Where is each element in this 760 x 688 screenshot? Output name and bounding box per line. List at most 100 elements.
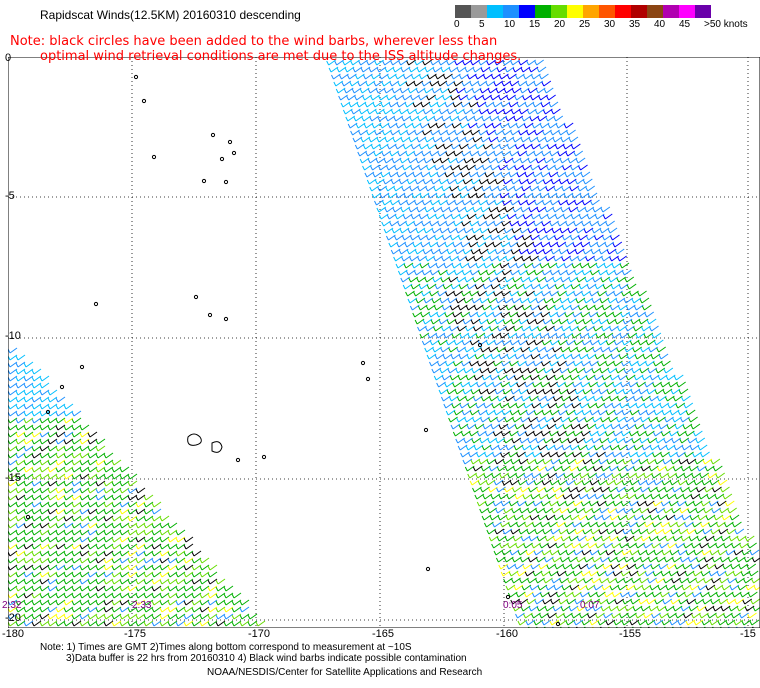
wind-barb xyxy=(583,507,593,514)
wind-barb xyxy=(388,101,399,108)
wind-barb xyxy=(15,473,26,480)
island-outline xyxy=(477,342,483,348)
wind-barb xyxy=(724,521,734,528)
wind-barb xyxy=(335,87,346,94)
wind-barb xyxy=(548,101,559,108)
scale-swatch-11 xyxy=(631,5,647,18)
wind-barb xyxy=(585,374,596,381)
wind-barb xyxy=(419,262,430,269)
wind-barb xyxy=(496,486,506,493)
wind-barb xyxy=(424,136,435,143)
wind-barb xyxy=(480,66,491,73)
wind-barb xyxy=(510,178,521,185)
wind-barb xyxy=(360,136,371,143)
wind-barb xyxy=(561,325,571,332)
wind-barb xyxy=(615,507,625,514)
wind-barb xyxy=(424,206,435,213)
wind-barb xyxy=(455,367,466,374)
wind-barb xyxy=(521,444,532,451)
wind-barb xyxy=(438,108,449,115)
wind-barb xyxy=(585,234,596,241)
wind-barb xyxy=(47,389,58,396)
wind-barb xyxy=(31,417,42,424)
wind-barb xyxy=(547,332,558,339)
wind-barb xyxy=(127,620,138,627)
wind-barb xyxy=(611,402,622,409)
wind-barb xyxy=(565,339,576,346)
wind-barb xyxy=(223,620,234,627)
wind-barb xyxy=(79,501,90,508)
wind-barb xyxy=(474,493,485,500)
wind-barb xyxy=(55,466,66,473)
wind-barb xyxy=(39,620,50,627)
wind-barb xyxy=(555,262,566,269)
wind-barb xyxy=(495,227,506,234)
wind-barb xyxy=(183,592,194,599)
wind-barb xyxy=(704,535,715,542)
wind-barb xyxy=(119,578,130,585)
wind-barb xyxy=(700,500,711,507)
wind-barb xyxy=(665,374,676,381)
wind-barb xyxy=(175,536,186,543)
wind-barb xyxy=(431,367,442,374)
wind-barb xyxy=(15,529,26,536)
wind-barb xyxy=(151,536,162,543)
wind-barb xyxy=(581,339,592,346)
wind-barb xyxy=(731,612,741,619)
scale-swatch-3 xyxy=(503,5,519,18)
wind-barb xyxy=(15,438,26,445)
island-outline xyxy=(187,433,202,446)
wind-barb xyxy=(538,283,549,290)
wind-barb xyxy=(620,311,631,318)
wind-barb xyxy=(103,578,114,585)
wind-barb xyxy=(464,416,474,423)
wind-barb xyxy=(71,480,82,487)
wind-barb xyxy=(497,115,508,122)
wind-barb xyxy=(417,325,427,332)
wind-barb xyxy=(516,500,527,507)
wind-barb xyxy=(87,550,98,557)
wind-barb xyxy=(510,59,520,66)
wind-barb xyxy=(680,486,690,493)
wind-barb xyxy=(111,550,122,557)
wind-barb xyxy=(386,213,397,220)
wind-barb xyxy=(55,501,66,508)
wind-barb xyxy=(656,465,667,472)
wind-barb xyxy=(546,143,557,150)
wind-barb xyxy=(487,87,498,94)
wind-barb xyxy=(527,577,537,584)
wind-barb xyxy=(680,605,691,612)
wind-barb xyxy=(540,101,551,108)
wind-barb xyxy=(512,486,522,493)
wind-barb xyxy=(135,522,146,529)
wind-barb xyxy=(695,507,705,514)
wind-barb xyxy=(413,80,424,87)
wind-barb xyxy=(538,563,549,570)
wind-barb xyxy=(577,255,587,262)
wind-barb xyxy=(23,599,34,606)
wind-barb xyxy=(563,122,574,129)
wind-barb xyxy=(703,556,714,563)
wind-barb xyxy=(391,157,402,164)
wind-barb xyxy=(167,592,178,599)
wind-barb xyxy=(591,297,602,304)
wind-barb xyxy=(665,514,676,521)
wind-barb xyxy=(400,66,411,73)
wind-barb xyxy=(514,213,525,220)
wind-barb xyxy=(15,424,26,431)
wind-barb xyxy=(199,564,210,571)
wind-barb xyxy=(526,318,537,325)
wind-barb xyxy=(579,402,590,409)
wind-barb xyxy=(55,522,66,529)
wind-barb xyxy=(641,374,652,381)
wind-barb xyxy=(357,150,368,157)
wind-barb xyxy=(497,255,507,262)
wind-barb xyxy=(497,234,508,241)
wind-barb xyxy=(622,388,633,395)
wind-barb xyxy=(510,528,521,535)
wind-barb xyxy=(537,374,548,381)
lon-label-minus170: -170 xyxy=(248,628,271,640)
wind-barb xyxy=(541,80,552,87)
wind-barb xyxy=(669,549,680,556)
wind-barb xyxy=(524,381,534,388)
